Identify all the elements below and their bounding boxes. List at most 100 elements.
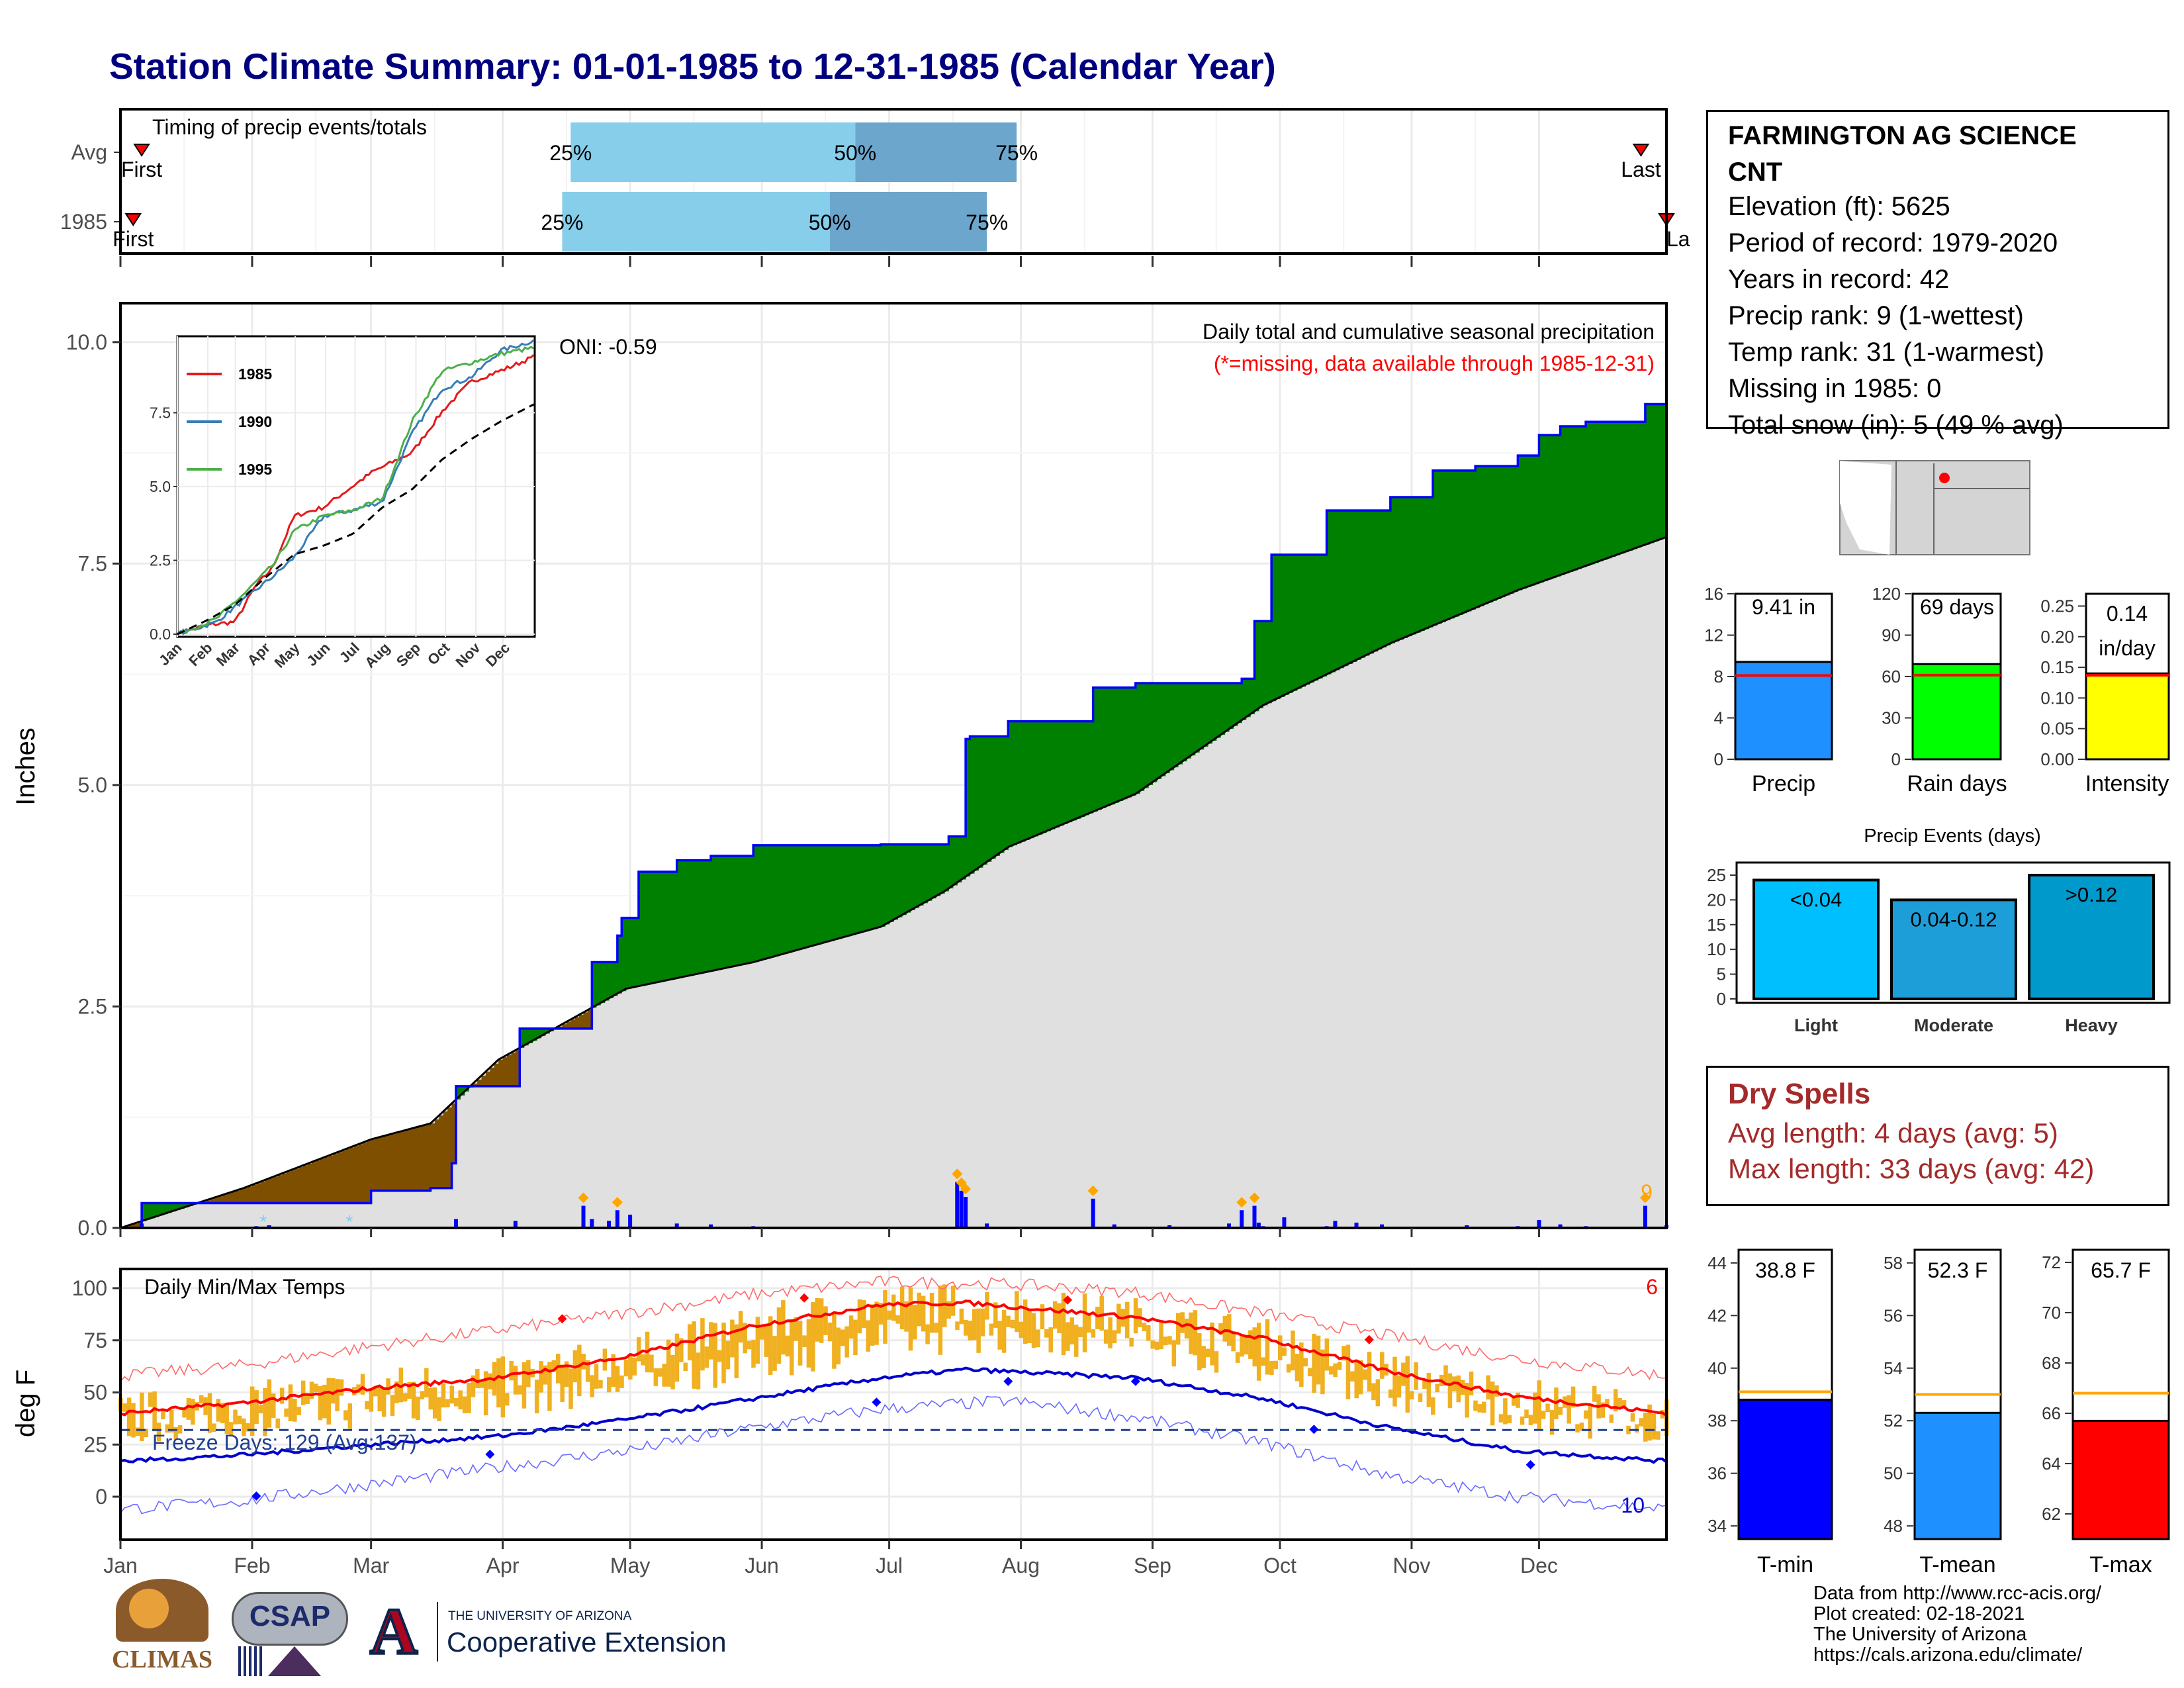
temp-daily-bar <box>1061 1292 1066 1356</box>
temp-daily-bar <box>946 1301 951 1319</box>
temp-daily-bar <box>551 1360 557 1372</box>
temp-daily-bar <box>522 1362 527 1409</box>
temp-daily-bar <box>1112 1330 1117 1344</box>
station-period: Period of record: 1979-2020 <box>1728 228 2058 258</box>
timing-pct-label: 50% <box>834 141 876 165</box>
precip-diff-segment <box>1203 683 1208 747</box>
temp-daily-bar <box>1248 1330 1253 1359</box>
tmin-summary-value: 38.8 F <box>1755 1258 1815 1282</box>
temp-daily-bar <box>500 1356 506 1418</box>
temp-daily-bar <box>314 1383 318 1392</box>
intensity-summary-tick-label: 0.20 <box>2040 627 2074 647</box>
timing-pct-label: 25% <box>549 141 592 165</box>
temp-daily-bar <box>1396 1375 1402 1398</box>
precip-diff-segment <box>1029 721 1034 839</box>
temp-ytick-label: 50 <box>83 1381 107 1405</box>
temp-daily-bar <box>445 1399 450 1408</box>
intensity-summary-unit: in/day <box>2099 636 2155 660</box>
temp-panel-border <box>119 1268 1668 1541</box>
precip-diff-segment <box>1360 510 1365 658</box>
month-xtick-label: Dec <box>1520 1554 1558 1577</box>
timing-first-marker <box>133 144 150 157</box>
timing-last-label: La <box>1666 227 1690 251</box>
precip-diff-segment <box>1054 721 1060 828</box>
timing-first-marker <box>124 213 142 226</box>
events-tick-label: 20 <box>1707 890 1726 910</box>
precip-diff-segment <box>1275 554 1281 700</box>
temp-daily-bar <box>1142 1323 1147 1332</box>
temp-record-high-marker <box>799 1293 809 1303</box>
precip-diff-segment <box>906 844 911 913</box>
precip-diff-segment <box>1382 510 1387 648</box>
raindays-summary-tick-label: 0 <box>1891 749 1901 769</box>
precip-diff-segment <box>604 962 610 1001</box>
precip-diff-segment <box>570 1019 576 1029</box>
temp-daily-bar <box>543 1365 548 1385</box>
dry-spells-box: Dry Spells Avg length: 4 days (avg: 5) M… <box>1706 1066 2169 1206</box>
temp-daily-bar <box>619 1375 624 1388</box>
precip-diff-segment <box>1632 422 1637 549</box>
tmax-summary-label: T-max <box>2089 1552 2152 1577</box>
station-snow: Total snow (in): 5 (49 % avg) <box>1728 410 2064 440</box>
temp-daily-bar <box>632 1358 637 1376</box>
precip-diff-segment <box>702 860 707 973</box>
precip-diff-segment <box>872 845 877 929</box>
temp-daily-bar <box>318 1385 323 1421</box>
temp-daily-bar <box>1299 1342 1304 1387</box>
temp-daily-bar <box>1333 1363 1338 1378</box>
precip-diff-segment <box>1505 466 1510 596</box>
precip-diff-segment <box>999 736 1005 853</box>
temp-daily-bar <box>1375 1379 1381 1407</box>
precip-diff-segment <box>1186 683 1191 759</box>
precip-diff-segment <box>1207 683 1212 744</box>
intensity-summary-value: 0.14 <box>2107 602 2148 626</box>
temp-record-low-marker <box>1003 1376 1013 1386</box>
temp-daily-bar <box>1405 1356 1410 1413</box>
precip-diff-segment <box>762 845 767 960</box>
precip-daily-bar <box>1091 1198 1095 1228</box>
temp-corner-bottom: 10 <box>1621 1493 1645 1517</box>
precip-diff-segment <box>1479 466 1484 606</box>
precip-diff-segment <box>1038 721 1043 835</box>
temp-daily-bar <box>1291 1331 1295 1371</box>
precip-diff-segment <box>859 845 864 933</box>
temp-daily-bar <box>518 1385 522 1395</box>
precip-diff-segment <box>473 1083 478 1086</box>
footer-line-3: The University of Arizona <box>1813 1624 2027 1645</box>
temp-daily-bar <box>806 1319 811 1368</box>
timing-bar-dark <box>829 192 987 252</box>
temp-daily-bar <box>1210 1322 1214 1366</box>
precip-diff-segment <box>1369 510 1374 654</box>
temp-daily-bar <box>1057 1303 1062 1334</box>
temp-daily-bar <box>356 1384 361 1393</box>
temp-daily-bar <box>853 1319 858 1356</box>
temp-daily-bar <box>475 1369 480 1389</box>
precip-diff-segment <box>367 1141 372 1203</box>
precip-extreme-marker <box>960 1184 972 1195</box>
precip-diff-segment <box>1398 497 1404 640</box>
precip-diff-segment <box>1191 683 1196 756</box>
temp-daily-bar <box>899 1286 905 1330</box>
precip-diff-segment <box>1003 736 1009 851</box>
events-category-label: Heavy <box>2065 1015 2118 1035</box>
temp-daily-bar <box>1621 1400 1627 1409</box>
temp-daily-bar <box>228 1422 234 1436</box>
precip-diff-segment <box>681 860 686 978</box>
temp-ytick-label: 25 <box>83 1432 107 1456</box>
precip-diff-segment <box>651 872 657 984</box>
precip-diff-segment <box>324 1157 330 1203</box>
precip-diff-segment <box>154 1203 159 1217</box>
timing-pct-label: 75% <box>995 141 1038 165</box>
precip-diff-segment <box>532 1028 537 1041</box>
tmin-summary-tick-label: 44 <box>1707 1253 1727 1273</box>
events-tick-label: 10 <box>1707 939 1726 959</box>
precip-diff-segment <box>1539 435 1544 583</box>
temp-daily-bar <box>1129 1337 1134 1347</box>
temp-daily-bar <box>955 1321 960 1330</box>
precip-summary-tick-label: 8 <box>1714 667 1723 686</box>
temp-ytick-label: 0 <box>95 1485 107 1509</box>
temp-daily-bar <box>934 1323 938 1333</box>
temp-daily-bar <box>768 1316 773 1376</box>
precip-diff-segment <box>1122 687 1128 800</box>
precip-diff-segment <box>171 1203 177 1212</box>
